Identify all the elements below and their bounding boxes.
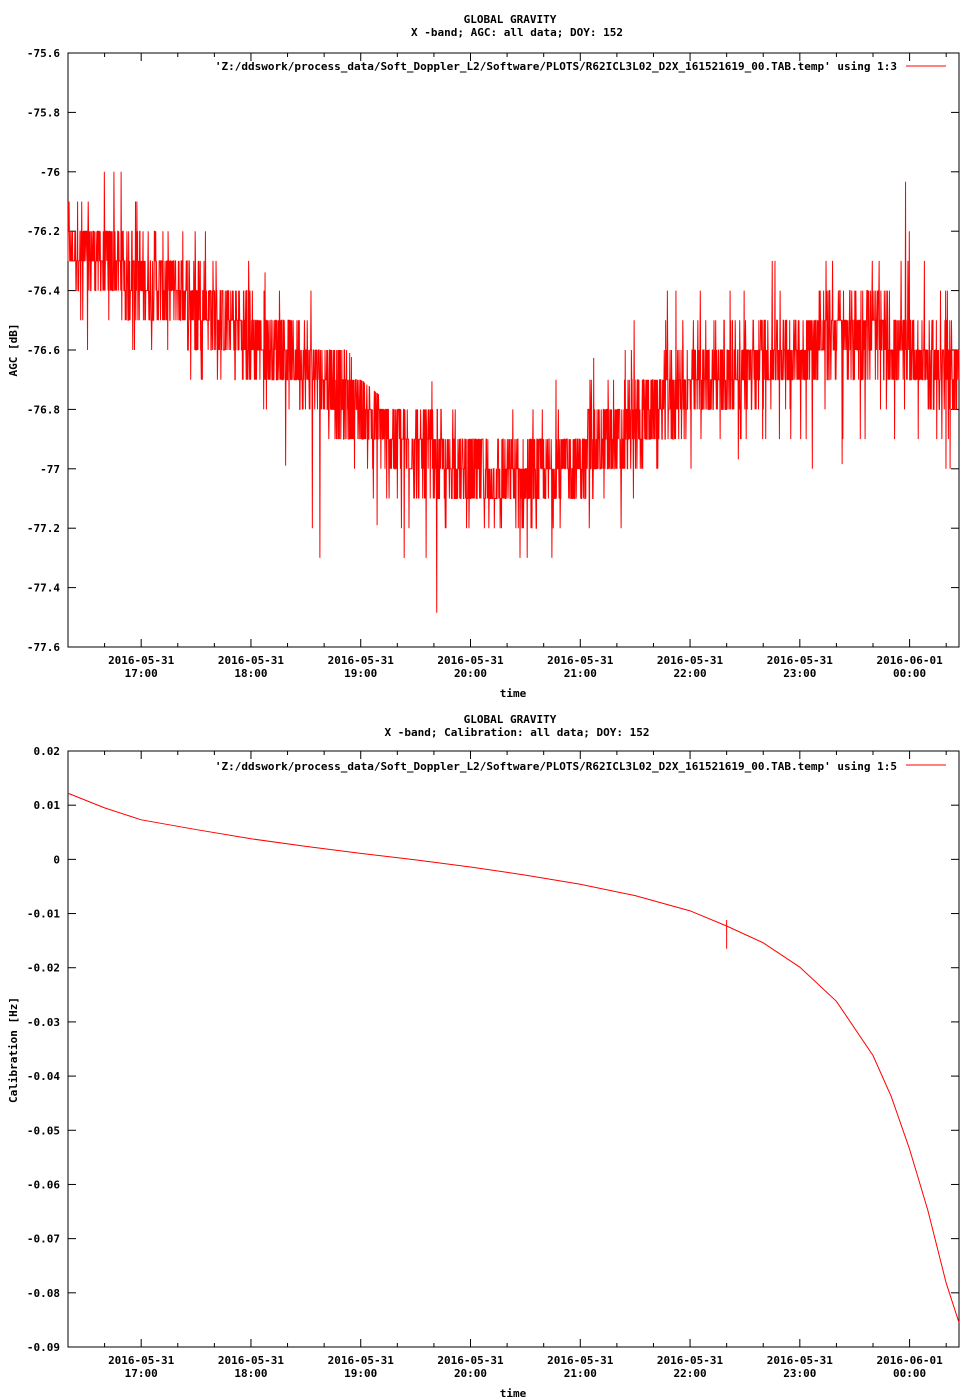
- agc-x-tick-date: 2016-05-31: [328, 654, 395, 667]
- calibration-x-tick-time: 20:00: [454, 1367, 487, 1380]
- agc-chart-title: GLOBAL GRAVITY: [464, 13, 557, 26]
- agc-x-tick-date: 2016-05-31: [767, 654, 834, 667]
- agc-legend-label: 'Z:/ddswork/process_data/Soft_Doppler_L2…: [215, 60, 897, 73]
- calibration-y-tick-label: -0.07: [27, 1233, 60, 1246]
- agc-x-tick-date: 2016-05-31: [657, 654, 724, 667]
- calibration-x-tick-time: 23:00: [783, 1367, 816, 1380]
- agc-x-tick-time: 23:00: [783, 667, 816, 680]
- agc-y-tick-label: -77.4: [27, 582, 60, 595]
- agc-y-axis-label: AGC [dB]: [7, 324, 20, 377]
- agc-y-tick-label: -76.4: [27, 285, 60, 298]
- agc-x-tick-time: 18:00: [234, 667, 267, 680]
- calibration-x-tick-time: 00:00: [893, 1367, 926, 1380]
- calibration-series-line: [67, 792, 960, 1323]
- agc-y-tick-label: -77: [40, 463, 60, 476]
- calibration-x-tick-date: 2016-05-31: [328, 1354, 395, 1367]
- agc-y-tick-label: -76.8: [27, 403, 60, 416]
- agc-y-tick-label: -76.6: [27, 344, 60, 357]
- agc-x-axis-label: time: [500, 687, 527, 700]
- agc-y-tick-label: -77.2: [27, 522, 60, 535]
- calibration-x-tick-time: 17:00: [125, 1367, 158, 1380]
- calibration-x-tick-time: 22:00: [673, 1367, 706, 1380]
- calibration-y-tick-label: 0.02: [34, 745, 61, 758]
- calibration-x-tick-time: 19:00: [344, 1367, 377, 1380]
- calibration-y-tick-label: -0.08: [27, 1287, 60, 1300]
- agc-x-tick-date: 2016-05-31: [218, 654, 285, 667]
- agc-y-tick-label: -75.6: [27, 47, 60, 60]
- agc-x-tick-date: 2016-05-31: [108, 654, 175, 667]
- calibration-x-tick-time: 21:00: [564, 1367, 597, 1380]
- calibration-y-tick-label: -0.05: [27, 1124, 60, 1137]
- calibration-x-tick-date: 2016-05-31: [218, 1354, 285, 1367]
- agc-x-tick-date: 2016-05-31: [437, 654, 504, 667]
- agc-y-tick-label: -77.6: [27, 641, 60, 654]
- calibration-x-tick-date: 2016-05-31: [767, 1354, 834, 1367]
- agc-x-tick-time: 21:00: [564, 667, 597, 680]
- agc-x-tick-date: 2016-05-31: [547, 654, 614, 667]
- calibration-y-tick-label: -0.03: [27, 1016, 60, 1029]
- calibration-y-tick-label: 0.01: [34, 799, 61, 812]
- calibration-legend-label: 'Z:/ddswork/process_data/Soft_Doppler_L2…: [215, 760, 897, 773]
- calibration-x-tick-date: 2016-05-31: [547, 1354, 614, 1367]
- agc-x-tick-time: 17:00: [125, 667, 158, 680]
- agc-x-tick-time: 19:00: [344, 667, 377, 680]
- calibration-y-tick-label: -0.02: [27, 962, 60, 975]
- agc-x-tick-time: 00:00: [893, 667, 926, 680]
- agc-y-tick-label: -75.8: [27, 106, 60, 119]
- calibration-x-tick-date: 2016-05-31: [437, 1354, 504, 1367]
- calibration-x-tick-date: 2016-05-31: [657, 1354, 724, 1367]
- agc-x-tick-time: 22:00: [673, 667, 706, 680]
- calibration-chart-subtitle: X -band; Calibration: all data; DOY: 152: [385, 726, 650, 739]
- calibration-x-tick-time: 18:00: [234, 1367, 267, 1380]
- agc-x-tick-time: 20:00: [454, 667, 487, 680]
- calibration-y-tick-label: -0.09: [27, 1341, 60, 1354]
- agc-x-tick-date: 2016-06-01: [876, 654, 943, 667]
- agc-series-line: [67, 171, 960, 613]
- calibration-x-tick-date: 2016-05-31: [108, 1354, 175, 1367]
- calibration-chart-title: GLOBAL GRAVITY: [464, 713, 557, 726]
- agc-y-tick-label: -76.2: [27, 225, 60, 238]
- agc-chart: GLOBAL GRAVITY X -band; AGC: all data; D…: [7, 13, 960, 700]
- calibration-chart: GLOBAL GRAVITY X -band; Calibration: all…: [7, 713, 960, 1400]
- calibration-y-tick-label: 0: [53, 853, 60, 866]
- calibration-plot-frame: [67, 750, 960, 1348]
- calibration-y-tick-label: -0.01: [27, 908, 60, 921]
- calibration-y-axis-label: Calibration [Hz]: [7, 997, 20, 1103]
- calibration-x-axis-label: time: [500, 1387, 527, 1400]
- agc-chart-subtitle: X -band; AGC: all data; DOY: 152: [411, 26, 623, 39]
- calibration-x-tick-date: 2016-06-01: [876, 1354, 943, 1367]
- calibration-y-tick-label: -0.06: [27, 1178, 60, 1191]
- calibration-y-tick-label: -0.04: [27, 1070, 60, 1083]
- agc-y-tick-label: -76: [40, 166, 60, 179]
